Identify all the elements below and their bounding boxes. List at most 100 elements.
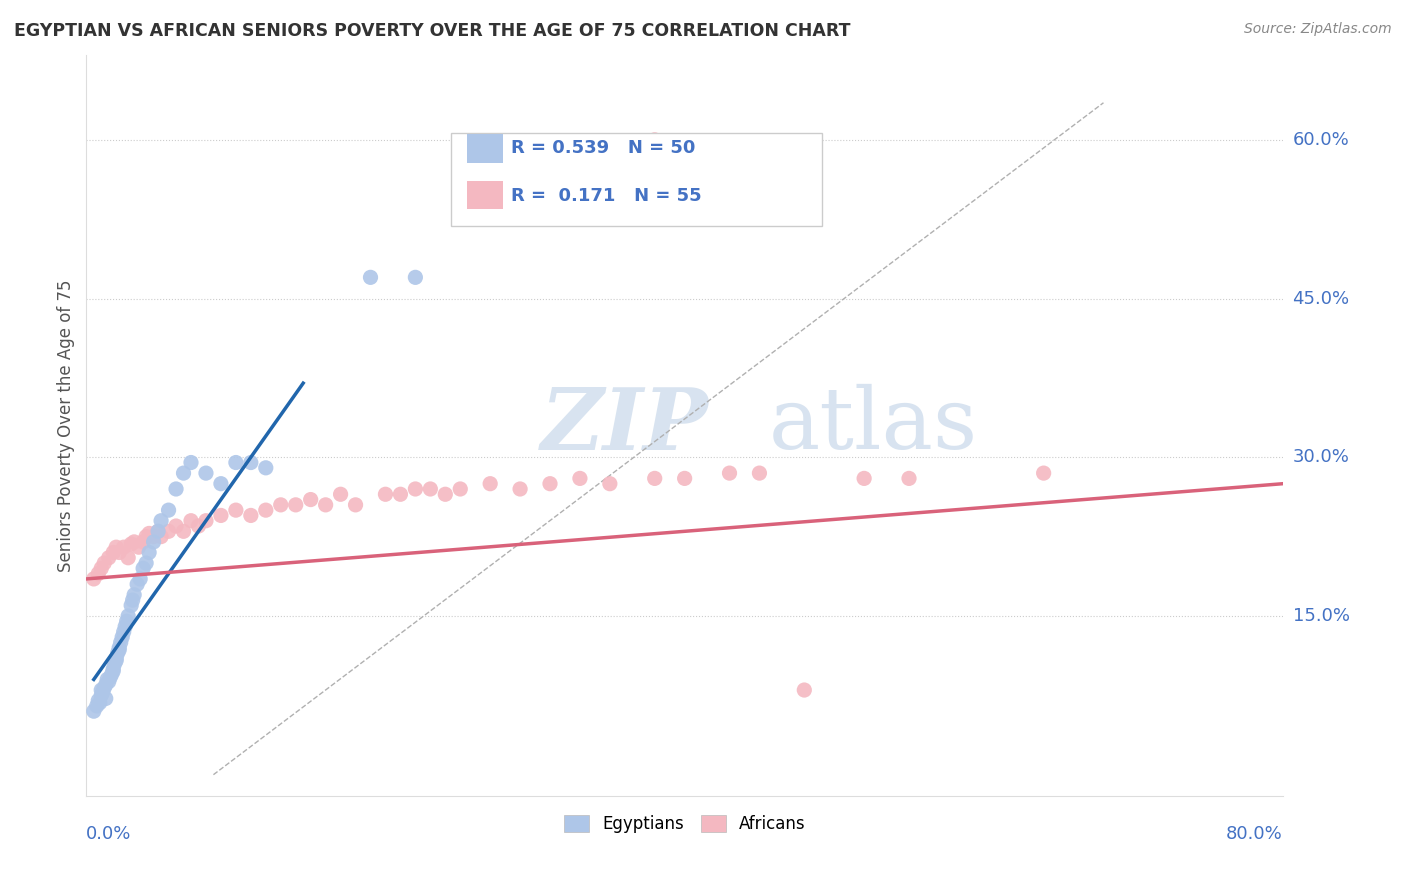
Point	[90, 689, 112, 703]
Point	[103, 664, 125, 678]
Point	[142, 530, 165, 544]
Point	[748, 466, 770, 480]
Point	[225, 503, 247, 517]
Point	[479, 476, 502, 491]
Point	[225, 456, 247, 470]
Point	[115, 614, 138, 628]
Point	[132, 534, 155, 549]
Point	[138, 545, 160, 559]
Point	[404, 482, 426, 496]
Point	[180, 514, 202, 528]
Point	[122, 588, 145, 602]
Point	[538, 476, 561, 491]
Point	[122, 534, 145, 549]
Point	[315, 498, 337, 512]
Point	[89, 696, 111, 710]
Point	[94, 691, 117, 706]
Point	[94, 678, 117, 692]
Point	[114, 619, 136, 633]
Point	[898, 471, 921, 485]
Point	[108, 640, 131, 655]
Point	[93, 681, 115, 695]
Point	[284, 498, 307, 512]
Point	[120, 599, 142, 613]
Point	[103, 545, 125, 559]
Point	[173, 524, 195, 539]
Point	[599, 476, 621, 491]
Legend: Egyptians, Africans: Egyptians, Africans	[557, 808, 813, 839]
Point	[374, 487, 396, 501]
Text: R =  0.171   N = 55: R = 0.171 N = 55	[512, 187, 702, 205]
Point	[165, 519, 187, 533]
Point	[180, 456, 202, 470]
Point	[718, 466, 741, 480]
Point	[568, 471, 591, 485]
Point	[194, 514, 217, 528]
Point	[793, 683, 815, 698]
Point	[1032, 466, 1054, 480]
Point	[90, 683, 112, 698]
Point	[419, 482, 441, 496]
Point	[87, 693, 110, 707]
Point	[105, 540, 128, 554]
Point	[142, 534, 165, 549]
Point	[673, 471, 696, 485]
Point	[644, 133, 666, 147]
Point	[132, 561, 155, 575]
Text: 45.0%: 45.0%	[1292, 290, 1350, 308]
Point	[103, 662, 125, 676]
Point	[150, 530, 173, 544]
Point	[120, 537, 142, 551]
Point	[157, 524, 180, 539]
Point	[194, 466, 217, 480]
Point	[389, 487, 412, 501]
Point	[98, 670, 121, 684]
Point	[146, 524, 169, 539]
Point	[83, 572, 105, 586]
Text: EGYPTIAN VS AFRICAN SENIORS POVERTY OVER THE AGE OF 75 CORRELATION CHART: EGYPTIAN VS AFRICAN SENIORS POVERTY OVER…	[14, 22, 851, 40]
Point	[129, 572, 152, 586]
Point	[117, 609, 139, 624]
Point	[104, 657, 127, 671]
Point	[90, 561, 112, 575]
Point	[254, 460, 277, 475]
FancyBboxPatch shape	[451, 133, 823, 226]
Point	[128, 540, 150, 554]
Point	[96, 673, 118, 687]
Point	[127, 577, 149, 591]
Point	[97, 674, 120, 689]
Point	[121, 593, 143, 607]
Point	[434, 487, 457, 501]
Point	[239, 508, 262, 523]
Point	[165, 482, 187, 496]
Point	[83, 704, 105, 718]
Text: R = 0.539   N = 50: R = 0.539 N = 50	[512, 139, 696, 158]
Bar	[467, 135, 503, 162]
Point	[135, 556, 157, 570]
Point	[187, 519, 209, 533]
Point	[138, 526, 160, 541]
Point	[644, 471, 666, 485]
Point	[209, 476, 232, 491]
Text: Source: ZipAtlas.com: Source: ZipAtlas.com	[1244, 22, 1392, 37]
Point	[173, 466, 195, 480]
Text: 60.0%: 60.0%	[1292, 131, 1350, 149]
Point	[404, 270, 426, 285]
Point	[86, 698, 108, 713]
Point	[449, 482, 471, 496]
Point	[111, 630, 134, 644]
Point	[97, 550, 120, 565]
Text: 30.0%: 30.0%	[1292, 449, 1350, 467]
Point	[853, 471, 876, 485]
Bar	[467, 181, 503, 210]
Point	[107, 646, 129, 660]
Point	[209, 508, 232, 523]
Point	[110, 635, 132, 649]
Y-axis label: Seniors Poverty Over the Age of 75: Seniors Poverty Over the Age of 75	[58, 279, 75, 572]
Point	[270, 498, 292, 512]
Point	[509, 482, 531, 496]
Point	[87, 566, 110, 581]
Point	[105, 653, 128, 667]
Text: 80.0%: 80.0%	[1226, 825, 1284, 844]
Text: atlas: atlas	[769, 384, 977, 467]
